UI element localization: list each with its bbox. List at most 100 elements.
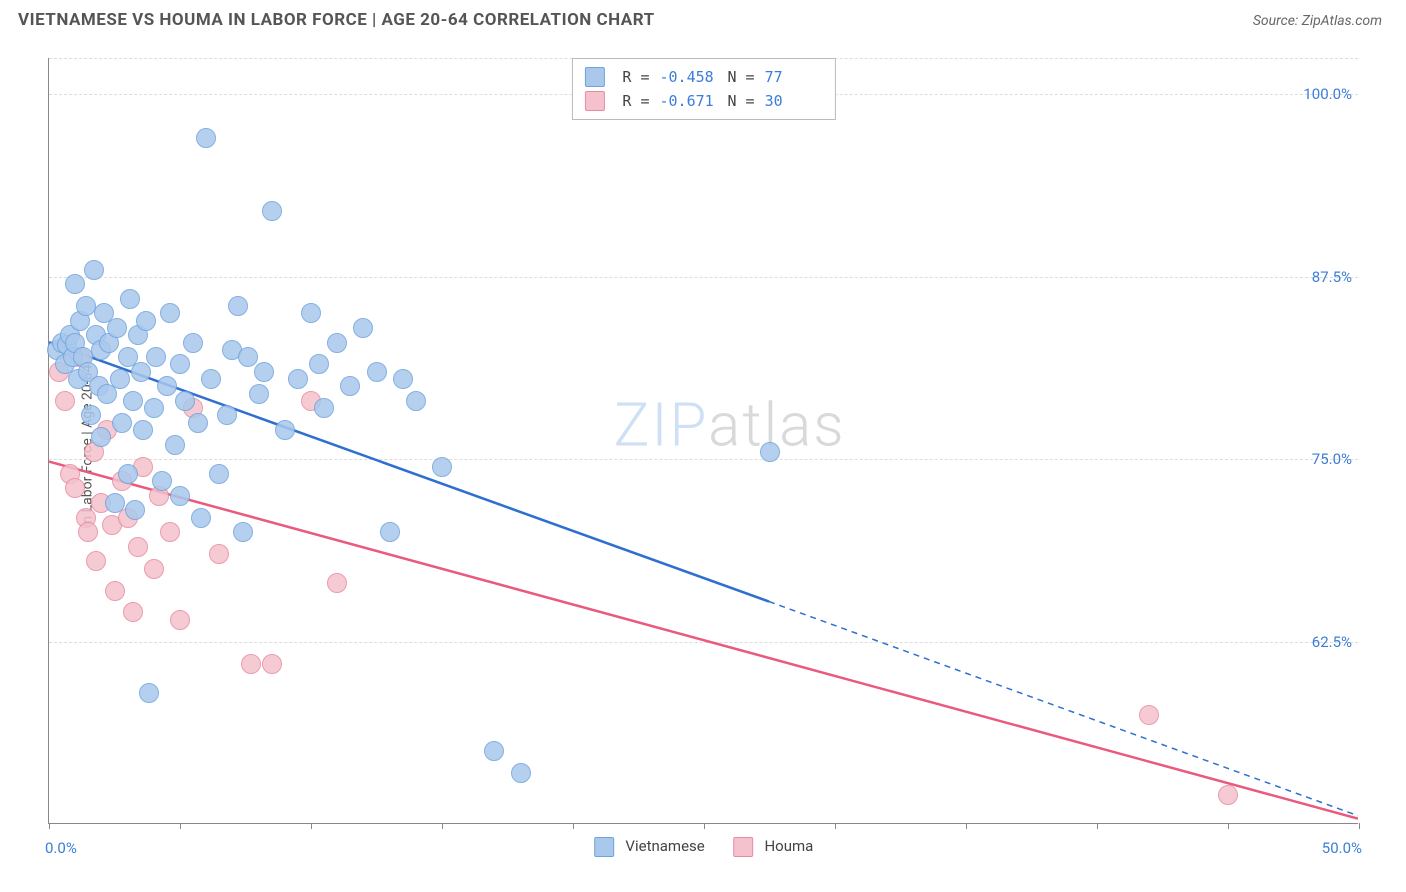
- point-houma: [144, 559, 164, 579]
- point-vietnamese: [254, 362, 274, 382]
- point-houma: [86, 551, 106, 571]
- r-label: R =: [622, 89, 649, 113]
- r-label: R =: [622, 65, 649, 89]
- r-value-vietnamese: -0.458: [660, 65, 718, 89]
- legend-item-vietnamese: Vietnamese: [594, 837, 705, 857]
- point-houma: [327, 573, 347, 593]
- point-houma: [209, 544, 229, 564]
- point-vietnamese: [170, 354, 190, 374]
- point-vietnamese: [191, 508, 211, 528]
- point-vietnamese: [84, 260, 104, 280]
- legend-label-houma: Houma: [764, 837, 813, 855]
- y-tick-label: 87.5%: [1312, 268, 1352, 286]
- point-vietnamese: [123, 391, 143, 411]
- point-vietnamese: [105, 493, 125, 513]
- point-houma: [170, 610, 190, 630]
- point-houma: [128, 537, 148, 557]
- legend-row-houma: R = -0.671 N = 30: [584, 89, 822, 113]
- chart-plot-area: ZIPatlas 62.5% 75.0% 87.5% 100.0% R = -0.45…: [48, 58, 1358, 824]
- point-vietnamese: [175, 391, 195, 411]
- point-houma: [65, 478, 85, 498]
- n-label: N =: [728, 89, 755, 113]
- watermark: ZIPatlas: [614, 390, 846, 461]
- point-houma: [241, 654, 261, 674]
- point-vietnamese: [133, 420, 153, 440]
- point-vietnamese: [160, 303, 180, 323]
- y-tick-label: 62.5%: [1312, 633, 1352, 651]
- point-vietnamese: [81, 405, 101, 425]
- x-axis-min-label: 0.0%: [45, 839, 77, 857]
- point-vietnamese: [367, 362, 387, 382]
- trend-lines: [49, 58, 1358, 823]
- point-vietnamese: [309, 354, 329, 374]
- point-houma: [105, 581, 125, 601]
- n-value-vietnamese: 77: [765, 65, 823, 89]
- point-vietnamese: [406, 391, 426, 411]
- point-vietnamese: [484, 741, 504, 761]
- series-legend: Vietnamese Houma: [594, 837, 814, 857]
- y-tick-label: 100.0%: [1303, 85, 1352, 103]
- point-vietnamese: [327, 333, 347, 353]
- point-vietnamese: [238, 347, 258, 367]
- point-vietnamese: [233, 522, 253, 542]
- point-vietnamese: [353, 318, 373, 338]
- point-vietnamese: [228, 296, 248, 316]
- y-tick-label: 75.0%: [1312, 450, 1352, 468]
- correlation-legend: R = -0.458 N = 77 R = -0.671 N = 30: [571, 58, 835, 120]
- watermark-zip: ZIP: [614, 390, 709, 461]
- point-vietnamese: [136, 311, 156, 331]
- point-vietnamese: [393, 369, 413, 389]
- point-vietnamese: [340, 376, 360, 396]
- point-vietnamese: [760, 442, 780, 462]
- point-vietnamese: [125, 500, 145, 520]
- point-houma: [78, 522, 98, 542]
- point-vietnamese: [314, 398, 334, 418]
- legend-item-houma: Houma: [733, 837, 814, 857]
- point-houma: [1139, 705, 1159, 725]
- point-houma: [1218, 785, 1238, 805]
- point-vietnamese: [131, 362, 151, 382]
- x-axis-max-label: 50.0%: [1322, 839, 1362, 857]
- n-value-houma: 30: [765, 89, 823, 113]
- point-vietnamese: [110, 369, 130, 389]
- point-vietnamese: [165, 435, 185, 455]
- point-vietnamese: [120, 289, 140, 309]
- point-vietnamese: [217, 405, 237, 425]
- point-vietnamese: [196, 128, 216, 148]
- point-vietnamese: [380, 522, 400, 542]
- point-vietnamese: [107, 318, 127, 338]
- legend-label-vietnamese: Vietnamese: [625, 837, 704, 855]
- point-vietnamese: [201, 369, 221, 389]
- point-vietnamese: [118, 464, 138, 484]
- point-vietnamese: [76, 296, 96, 316]
- point-vietnamese: [157, 376, 177, 396]
- point-houma: [160, 522, 180, 542]
- r-value-houma: -0.671: [660, 89, 718, 113]
- point-vietnamese: [152, 471, 172, 491]
- point-vietnamese: [188, 413, 208, 433]
- n-label: N =: [728, 65, 755, 89]
- point-vietnamese: [209, 464, 229, 484]
- point-houma: [55, 391, 75, 411]
- point-vietnamese: [91, 427, 111, 447]
- point-vietnamese: [288, 369, 308, 389]
- point-vietnamese: [511, 763, 531, 783]
- point-vietnamese: [275, 420, 295, 440]
- point-vietnamese: [262, 201, 282, 221]
- point-vietnamese: [249, 384, 269, 404]
- point-vietnamese: [432, 457, 452, 477]
- chart-title: VIETNAMESE VS HOUMA IN LABOR FORCE | AGE…: [18, 10, 655, 30]
- swatch-vietnamese: [594, 837, 614, 857]
- point-vietnamese: [139, 683, 159, 703]
- point-houma: [123, 602, 143, 622]
- point-vietnamese: [183, 333, 203, 353]
- point-vietnamese: [170, 486, 190, 506]
- point-vietnamese: [301, 303, 321, 323]
- source-credit: Source: ZipAtlas.com: [1253, 13, 1382, 29]
- point-vietnamese: [65, 274, 85, 294]
- swatch-houma: [733, 837, 753, 857]
- point-houma: [262, 654, 282, 674]
- swatch-vietnamese: [584, 67, 604, 87]
- point-vietnamese: [112, 413, 132, 433]
- point-vietnamese: [146, 347, 166, 367]
